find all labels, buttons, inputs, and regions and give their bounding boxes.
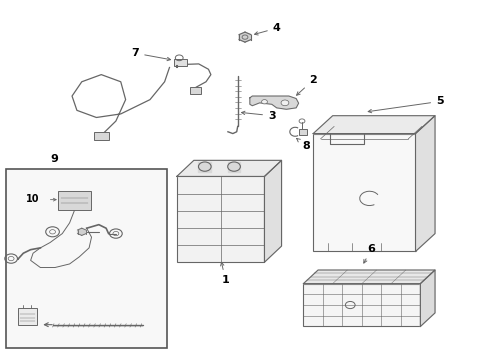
Polygon shape xyxy=(313,116,435,134)
Bar xyxy=(191,87,201,94)
Polygon shape xyxy=(303,270,435,284)
Bar xyxy=(313,134,416,251)
Bar xyxy=(303,284,420,327)
Text: 5: 5 xyxy=(368,96,444,113)
Polygon shape xyxy=(77,228,86,235)
Polygon shape xyxy=(177,160,282,176)
Circle shape xyxy=(262,100,268,104)
Text: 3: 3 xyxy=(242,111,275,121)
Text: 9: 9 xyxy=(50,154,58,164)
Bar xyxy=(174,59,187,66)
Text: 10: 10 xyxy=(26,194,40,203)
FancyBboxPatch shape xyxy=(58,192,91,210)
Circle shape xyxy=(281,100,289,106)
Bar xyxy=(177,176,265,262)
Polygon shape xyxy=(250,96,298,109)
Text: 4: 4 xyxy=(255,23,281,35)
Bar xyxy=(94,132,109,140)
Bar xyxy=(19,307,37,325)
Text: 6: 6 xyxy=(364,244,376,263)
Text: 2: 2 xyxy=(296,75,317,95)
Text: 7: 7 xyxy=(131,48,171,61)
Text: 8: 8 xyxy=(296,139,310,151)
Polygon shape xyxy=(239,32,251,42)
Bar xyxy=(6,169,167,348)
Polygon shape xyxy=(265,160,282,262)
Bar xyxy=(298,129,307,135)
Text: 1: 1 xyxy=(220,262,229,285)
Polygon shape xyxy=(416,116,435,251)
Polygon shape xyxy=(420,270,435,327)
